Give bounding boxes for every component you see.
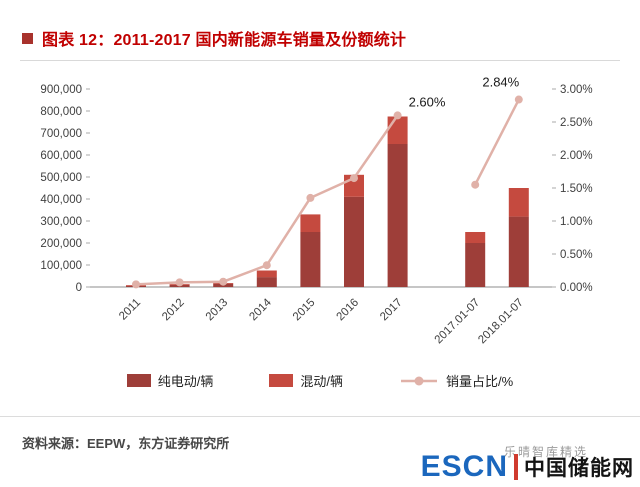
nev-sales-share-chart: 0 100,000 200,000 300,000 400,000 500,000 600,… <box>40 75 593 347</box>
svg-text:2.60%: 2.60% <box>409 94 446 109</box>
svg-text:0: 0 <box>76 282 82 294</box>
footer-divider <box>0 416 640 417</box>
legend-swatch-pure-ev <box>126 374 151 387</box>
svg-text:800,000: 800,000 <box>40 106 82 118</box>
escn-logo-text: ESCN <box>420 450 508 483</box>
svg-text:500,000: 500,000 <box>40 172 82 184</box>
chart-legend: 纯电动/辆 混动/辆 销量占比/% <box>0 371 640 390</box>
svg-text:1.00%: 1.00% <box>560 216 593 228</box>
svg-text:900,000: 900,000 <box>40 84 82 96</box>
svg-text:300,000: 300,000 <box>40 216 82 228</box>
svg-text:1.50%: 1.50% <box>560 183 593 195</box>
page-title: 图表 12：2011-2017 国内新能源车销量及份额统计 <box>42 32 407 49</box>
legend-item-pure-ev: 纯电动/辆 <box>126 371 214 390</box>
chart-header: 图表 12：2011-2017 国内新能源车销量及份额统计 <box>0 0 640 50</box>
svg-text:600,000: 600,000 <box>40 150 82 162</box>
svg-text:2.50%: 2.50% <box>560 117 593 129</box>
svg-text:2018.01-07: 2018.01-07 <box>476 297 526 347</box>
svg-text:2014: 2014 <box>247 296 274 323</box>
svg-text:2017: 2017 <box>378 297 405 324</box>
svg-text:2.00%: 2.00% <box>560 150 593 162</box>
svg-text:3.00%: 3.00% <box>560 84 593 96</box>
svg-text:2.84%: 2.84% <box>482 75 519 90</box>
watermark-text: 乐晴智库精选 <box>503 445 588 459</box>
legend-item-share-line: 销量占比/% <box>399 371 513 390</box>
svg-text:700,000: 700,000 <box>40 128 82 140</box>
svg-text:0.00%: 0.00% <box>560 282 593 294</box>
svg-text:200,000: 200,000 <box>40 238 82 250</box>
svg-text:2015: 2015 <box>291 297 318 324</box>
svg-text:2011: 2011 <box>117 297 143 323</box>
svg-text:2017.01-07: 2017.01-07 <box>433 297 483 347</box>
red-square-bullet-icon <box>22 32 33 44</box>
legend-label-pure-ev: 纯电动/辆 <box>157 374 214 389</box>
svg-text:2013: 2013 <box>204 297 231 324</box>
header-divider <box>20 60 620 61</box>
svg-text:2016: 2016 <box>335 297 362 324</box>
legend-label-share-line: 销量占比/% <box>446 374 514 389</box>
svg-text:100,000: 100,000 <box>40 260 82 272</box>
svg-text:0.50%: 0.50% <box>560 249 593 261</box>
legend-label-hybrid: 混动/辆 <box>300 374 344 389</box>
escn-logo-cn-text: 中国储能网 <box>524 457 634 480</box>
escn-logo: ESCN 中国储能网 <box>421 450 634 484</box>
source-text: 资料来源：EEPW，东方证券研究所 <box>22 436 230 451</box>
svg-text:2012: 2012 <box>160 297 187 324</box>
svg-text:400,000: 400,000 <box>40 194 82 206</box>
legend-swatch-hybrid <box>269 374 294 387</box>
logo-separator <box>514 454 518 480</box>
legend-item-hybrid: 混动/辆 <box>269 371 343 390</box>
legend-swatch-share-line <box>401 376 438 385</box>
